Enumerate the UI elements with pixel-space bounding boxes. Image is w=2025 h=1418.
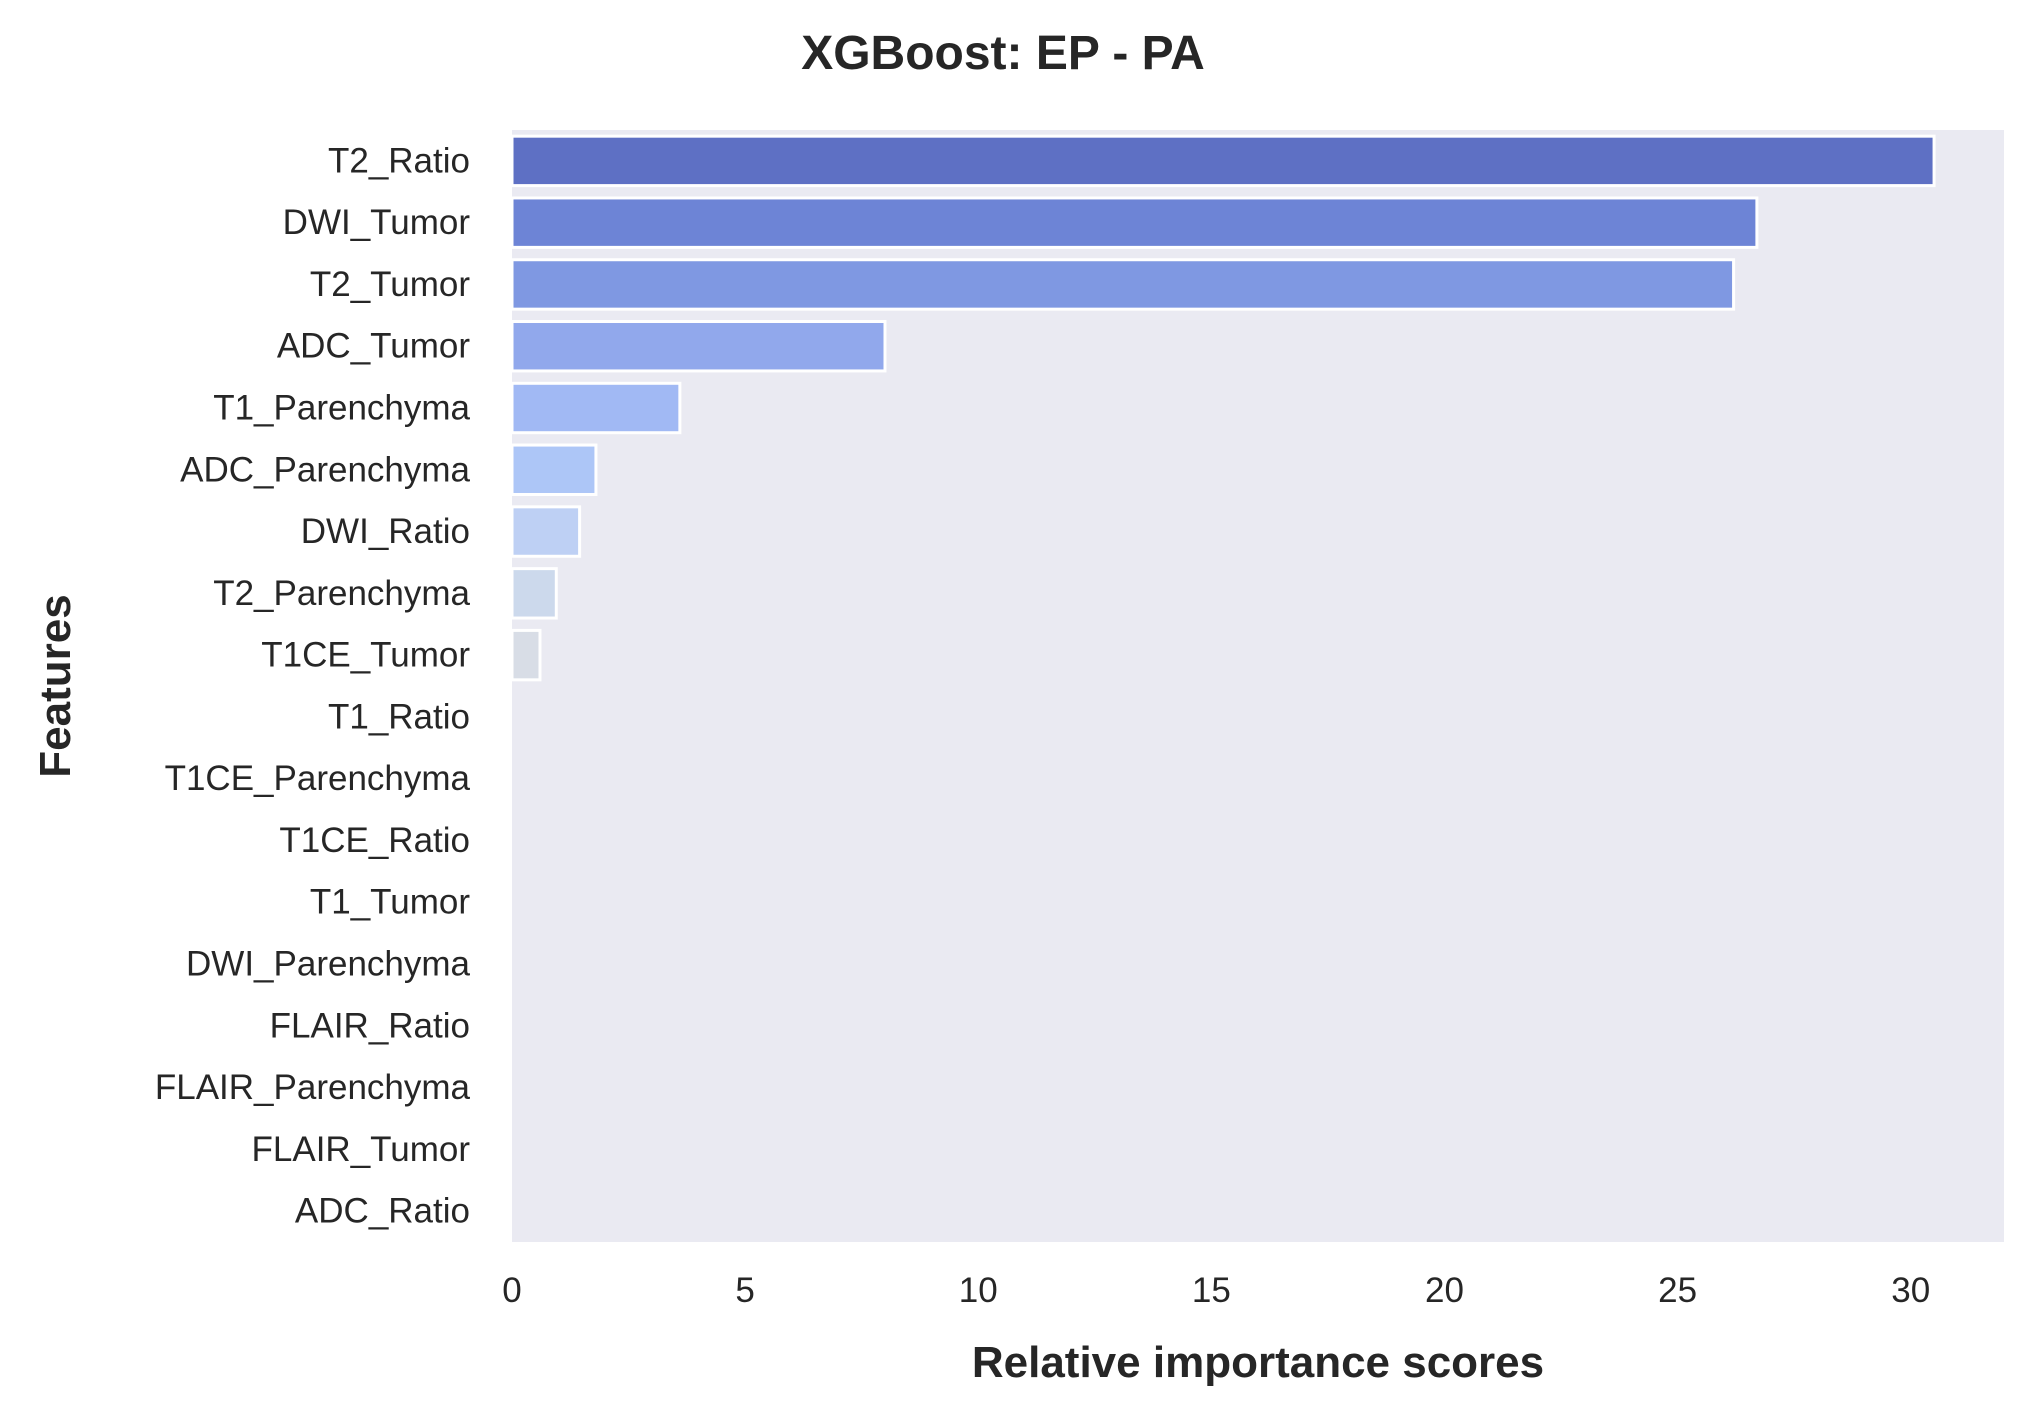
y-tick-label: T1CE_Parenchyma (165, 759, 471, 798)
y-tick-label: T1_Ratio (328, 697, 470, 736)
y-tick-label: ADC_Parenchyma (180, 450, 470, 489)
y-tick-label: FLAIR_Parenchyma (155, 1068, 471, 1107)
y-tick-label: FLAIR_Ratio (270, 1006, 470, 1045)
y-tick-label: DWI_Parenchyma (186, 945, 471, 984)
x-tick-label: 20 (1425, 1271, 1464, 1310)
x-axis-title: Relative importance scores (972, 1338, 1544, 1387)
y-tick-label: T1_Parenchyma (213, 389, 470, 428)
y-tick-label: FLAIR_Tumor (252, 1130, 471, 1169)
x-tick-label: 5 (735, 1271, 754, 1310)
x-tick-label: 0 (502, 1271, 521, 1310)
y-tick-label: DWI_Tumor (283, 203, 471, 242)
bar-dwi-tumor (510, 196, 1759, 249)
bar-t2-tumor (510, 258, 1736, 311)
bar-t1ce-tumor (510, 628, 542, 682)
y-tick-label: T1CE_Tumor (261, 636, 470, 675)
x-tick-label: 10 (959, 1271, 998, 1310)
bar-adc-tumor (510, 320, 887, 373)
bar-t2-ratio (510, 134, 1936, 188)
bars (510, 134, 1936, 682)
x-tick-label: 25 (1658, 1271, 1697, 1310)
chart-title: XGBoost: EP - PA (801, 27, 1205, 80)
x-tick-label: 30 (1891, 1271, 1930, 1310)
x-tick-labels: 0 5 10 15 20 25 30 (502, 1271, 1930, 1310)
x-tick-label: 15 (1192, 1271, 1231, 1310)
y-tick-label: ADC_Ratio (295, 1192, 470, 1231)
y-tick-label: T2_Tumor (310, 265, 470, 304)
y-tick-label: ADC_Tumor (277, 327, 471, 366)
bar-t1-parenchyma (510, 381, 682, 435)
bar-adc-parenchyma (510, 443, 598, 496)
y-tick-label: T2_Ratio (328, 141, 470, 180)
bar-dwi-ratio (510, 505, 582, 558)
y-tick-label: T1CE_Ratio (279, 821, 470, 860)
bar-t2-parenchyma (510, 567, 558, 620)
y-tick-label: T2_Parenchyma (213, 574, 470, 613)
y-tick-label: T1_Tumor (310, 883, 470, 922)
y-tick-label: DWI_Ratio (301, 512, 470, 551)
y-tick-labels: T2_Ratio DWI_Tumor T2_Tumor ADC_Tumor T1_Par… (155, 141, 471, 1230)
plot-area (512, 130, 2004, 1242)
y-axis-title: Features (31, 594, 80, 777)
